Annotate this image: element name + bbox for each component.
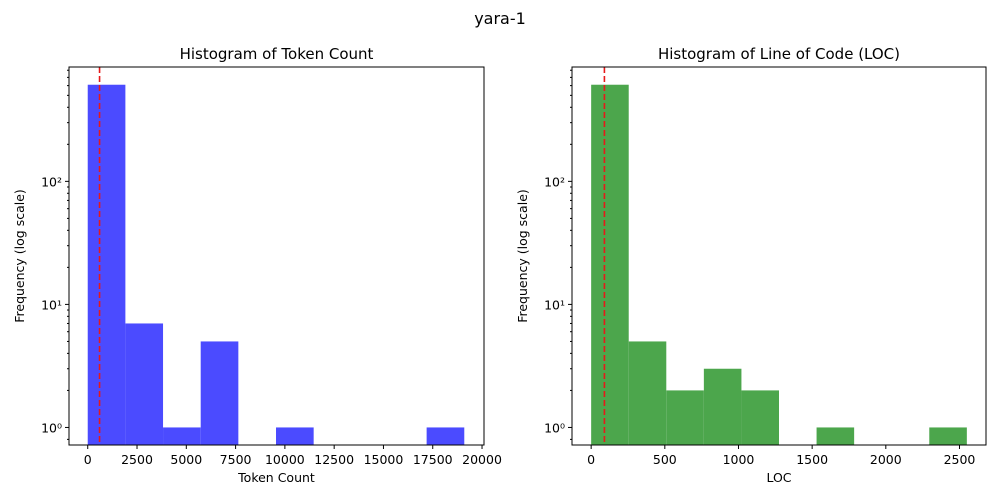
x-axis-label: Token Count bbox=[237, 470, 315, 485]
chart-title: Histogram of Token Count bbox=[180, 45, 374, 63]
y-tick-label: 10⁰ bbox=[544, 420, 565, 435]
plot-frame bbox=[68, 66, 485, 446]
x-tick-label: 17500 bbox=[413, 452, 453, 467]
x-tick-label: 2500 bbox=[121, 452, 153, 467]
token-count-histogram: 0 2500 5000 7500 10000 12500 15000 17500 20000 10… bbox=[12, 45, 502, 485]
histogram-bar bbox=[591, 84, 629, 445]
histogram-bar bbox=[125, 323, 164, 445]
histogram-bar bbox=[929, 427, 967, 445]
histogram-bar bbox=[200, 341, 239, 445]
x-tick-label: 20000 bbox=[462, 452, 502, 467]
x-tick-label: 15000 bbox=[364, 452, 404, 467]
y-axis-label: Frequency (log scale) bbox=[515, 189, 530, 323]
y-tick-label: 10¹ bbox=[41, 297, 62, 312]
histogram-bar bbox=[741, 390, 779, 445]
histogram-bar bbox=[276, 427, 314, 445]
histogram-bar bbox=[426, 427, 465, 445]
histogram-bar bbox=[628, 341, 667, 445]
chart-title: Histogram of Line of Code (LOC) bbox=[658, 45, 900, 63]
histogram-bar bbox=[666, 390, 704, 445]
x-tick-label: 7500 bbox=[220, 452, 252, 467]
x-tick-label: 10000 bbox=[265, 452, 305, 467]
figure-suptitle: yara-1 bbox=[474, 9, 526, 28]
y-tick-label: 10⁰ bbox=[41, 420, 62, 435]
histogram-bar bbox=[816, 427, 855, 445]
loc-histogram: 0 500 1000 1500 2000 2500 10⁰ 10¹ 10² Histogram o… bbox=[515, 45, 987, 485]
x-tick-label: 1500 bbox=[796, 452, 828, 467]
y-tick-label: 10² bbox=[544, 174, 565, 189]
x-tick-label: 1000 bbox=[723, 452, 755, 467]
histogram-bar bbox=[163, 427, 201, 445]
x-tick-label: 12500 bbox=[314, 452, 354, 467]
x-tick-label: 2000 bbox=[870, 452, 902, 467]
y-tick-label: 10¹ bbox=[544, 297, 565, 312]
histogram-bar bbox=[703, 368, 742, 445]
x-axis-label: LOC bbox=[766, 470, 791, 485]
x-tick-label: 2500 bbox=[944, 452, 976, 467]
plot-frame bbox=[571, 66, 987, 446]
x-tick-label: 500 bbox=[653, 452, 677, 467]
y-tick-label: 10² bbox=[41, 174, 62, 189]
x-tick-label: 0 bbox=[587, 452, 595, 467]
y-axis-label: Frequency (log scale) bbox=[12, 189, 27, 323]
x-tick-label: 0 bbox=[84, 452, 92, 467]
histogram-bar bbox=[87, 84, 126, 445]
x-tick-label: 5000 bbox=[170, 452, 202, 467]
